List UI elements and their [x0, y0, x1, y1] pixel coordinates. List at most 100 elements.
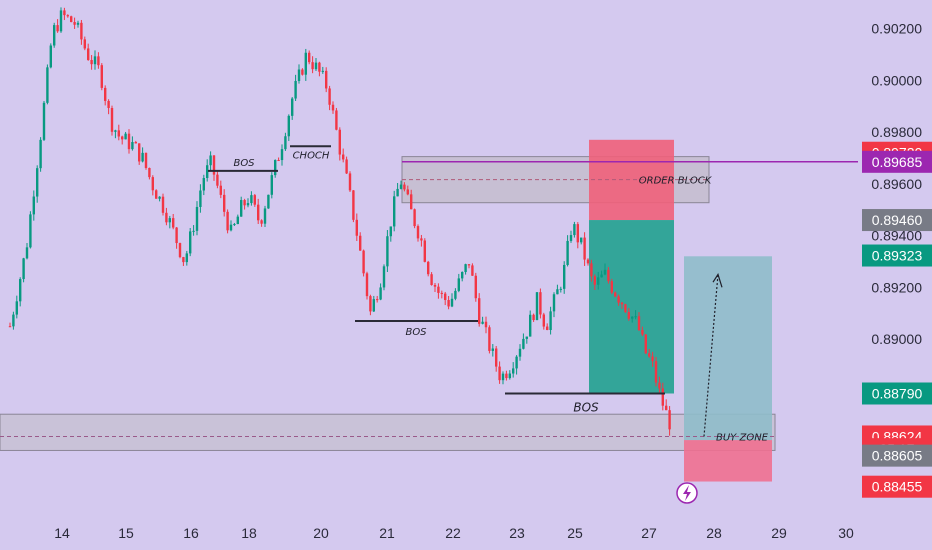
candle-body: [70, 16, 73, 23]
candle-body: [529, 314, 532, 337]
svg-text:0.89460: 0.89460: [872, 212, 923, 228]
candle-body: [498, 366, 501, 381]
projection-arrowhead: [712, 273, 723, 288]
candle-body: [556, 289, 559, 295]
candle-body: [325, 70, 328, 89]
candle-body: [437, 286, 440, 293]
candle-body: [243, 200, 246, 206]
candle-body: [46, 67, 49, 103]
price-badge: 0.88455: [862, 475, 932, 498]
candle-body: [661, 388, 664, 406]
candle-body: [36, 168, 39, 197]
candle-body: [603, 269, 607, 275]
candle-body: [393, 196, 396, 227]
candle-body: [104, 87, 107, 101]
candle-body: [396, 188, 399, 197]
candle-body: [206, 165, 209, 179]
candle-body: [512, 368, 515, 374]
candle-body: [406, 189, 409, 195]
candle-body: [172, 218, 175, 228]
candle-body: [488, 327, 491, 351]
candle-body: [617, 296, 620, 303]
price-tick-label: 0.89000: [871, 331, 922, 347]
choch-label: CHOCH: [293, 150, 330, 161]
candle-body: [430, 274, 433, 285]
candle-body: [440, 292, 443, 294]
candle-body: [372, 299, 375, 312]
candle-body: [559, 288, 562, 290]
candle-body: [654, 361, 658, 383]
candle-body: [648, 353, 651, 357]
candle-body: [151, 177, 154, 191]
candle-body: [66, 15, 69, 17]
candle-body: [246, 203, 250, 206]
date-tick-label: 21: [379, 525, 395, 541]
candle-body: [518, 348, 522, 357]
price-badge: 0.89685: [862, 150, 932, 173]
candle-body: [515, 356, 518, 369]
candle-body: [461, 272, 464, 279]
candle-body: [260, 220, 263, 224]
candle-body: [267, 194, 270, 209]
candle-body: [335, 110, 338, 130]
candle-body: [73, 22, 76, 25]
price-badge: 0.89323: [862, 244, 932, 267]
svg-text:0.89685: 0.89685: [872, 154, 923, 170]
candle-body: [175, 227, 178, 244]
price-badge: 0.88605: [862, 444, 932, 467]
candle-body: [158, 196, 161, 199]
candle-body: [382, 266, 386, 288]
candle-body: [168, 218, 171, 223]
candle-body: [53, 25, 56, 46]
candle-body: [563, 264, 566, 289]
candle-body: [257, 204, 260, 221]
candle-body: [148, 167, 151, 178]
bos-label: BOS: [405, 327, 427, 338]
candle-body: [491, 348, 494, 351]
candle-body: [464, 264, 467, 273]
candle-body: [19, 279, 22, 302]
candle-body: [291, 98, 294, 116]
candle-body: [546, 326, 549, 331]
candle-body: [165, 212, 168, 223]
long-reward-zone: [684, 256, 772, 441]
candle-body: [56, 25, 59, 32]
candle-body: [641, 330, 644, 335]
candle-body: [209, 155, 212, 166]
candle-body: [369, 296, 372, 312]
candle-body: [365, 273, 369, 297]
candle-body: [304, 52, 307, 75]
lightning-icon[interactable]: [676, 482, 698, 504]
candle-body: [495, 348, 498, 367]
candle-body: [100, 65, 103, 88]
candle-body: [63, 10, 66, 16]
candle-body: [624, 304, 627, 312]
candle-body: [90, 59, 93, 65]
candle-body: [42, 102, 46, 140]
candle-body: [124, 133, 127, 140]
candle-body: [117, 130, 120, 137]
date-tick-label: 14: [54, 525, 70, 541]
candle-body: [121, 136, 124, 140]
candle-body: [223, 194, 226, 212]
candle-body: [212, 155, 216, 175]
price-badge: 0.88790: [862, 382, 932, 405]
candle-body: [433, 284, 437, 287]
candle-body: [83, 39, 86, 49]
candle-body: [202, 178, 205, 191]
candle-body: [376, 299, 379, 301]
candle-body: [233, 224, 236, 226]
candle-body: [362, 250, 365, 274]
projection-arrow: [703, 274, 719, 437]
candle-body: [423, 240, 426, 262]
candle-body: [634, 316, 637, 318]
date-tick-label: 22: [445, 525, 461, 541]
candle-body: [355, 219, 358, 236]
candle-body: [297, 69, 301, 81]
candle-body: [284, 136, 287, 150]
candle-body: [583, 237, 586, 260]
candle-body: [331, 104, 335, 111]
candle-body: [301, 69, 304, 75]
bos-label: BOS: [573, 401, 599, 415]
